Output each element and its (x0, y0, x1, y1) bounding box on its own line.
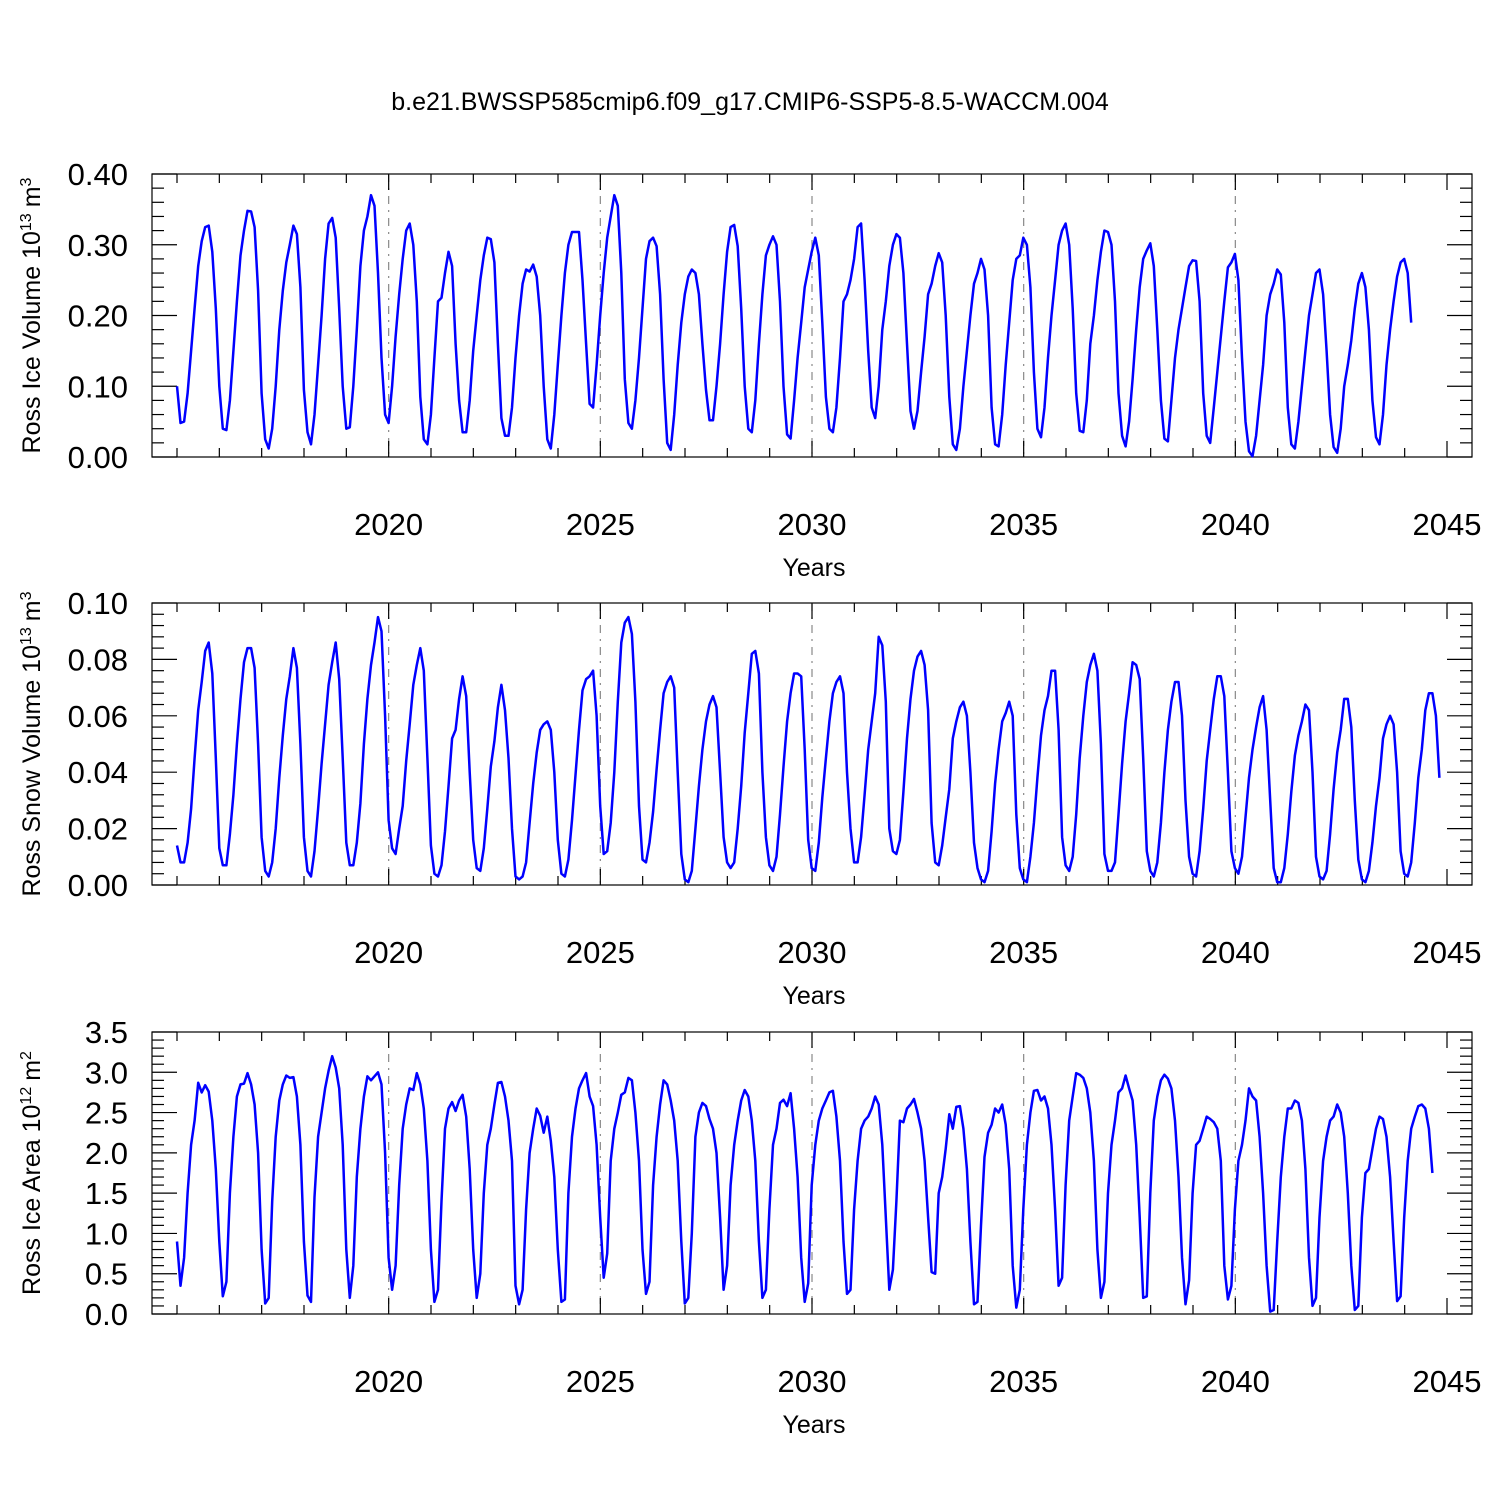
ice-area-x-axis-label: Years (782, 1411, 845, 1439)
snow-volume-y-tick-label: 0.02 (68, 812, 128, 847)
figure-title: b.e21.BWSSP585cmip6.f09_g17.CMIP6-SSP5-8… (391, 88, 1109, 116)
snow-volume-y-axis-label-unit: m (18, 600, 46, 621)
snow-volume-y-tick-label: 0.08 (68, 642, 128, 677)
snow-volume-y-axis-label-text: Ross Snow Volume 10 (18, 645, 46, 897)
snow-volume-x-tick-label: 2045 (1413, 935, 1482, 970)
ice-volume-x-tick-label: 2030 (778, 507, 847, 542)
ice-area-x-tick-label: 2025 (566, 1364, 635, 1399)
ice-volume-y-tick-label: 0.30 (68, 228, 128, 263)
ice-volume-y-axis-label-unit: m (18, 186, 46, 207)
ice-area-y-tick-label: 2.0 (85, 1136, 128, 1171)
snow-volume-x-tick-label: 2040 (1201, 935, 1270, 970)
ice-volume-y-tick-label: 0.10 (68, 369, 128, 404)
ice-volume-x-tick-label: 2025 (566, 507, 635, 542)
snow-volume-y-tick-label: 0.04 (68, 755, 128, 790)
ice-volume-series-line (175, 193, 1413, 458)
ice-area-y-tick-label: 1.0 (85, 1216, 128, 1251)
ice-area-x-tick-label: 2020 (354, 1364, 423, 1399)
snow-volume-x-tick-label: 2020 (354, 935, 423, 970)
ice-volume-x-tick-label: 2040 (1201, 507, 1270, 542)
ice-area-y-axis-label: Ross Ice Area 1012 m2 (18, 1051, 46, 1295)
ice-area-x-tick-label: 2030 (778, 1364, 847, 1399)
snow-volume-frame (151, 602, 1473, 886)
panel-snow-volume: 2020 2025 2030 2035 2040 2045 0.00 0.02 0.04 0.06… (18, 586, 1481, 1010)
snow-volume-series-line (175, 615, 1441, 884)
ice-volume-x-tick-label: 2020 (354, 507, 423, 542)
snow-volume-x-tick-label: 2035 (989, 935, 1058, 970)
ice-area-y-axis-label-exponent: 12 (18, 1087, 35, 1105)
ice-area-y-tick-label: 1.5 (85, 1176, 128, 1211)
ice-area-series-line (175, 1054, 1434, 1313)
ice-volume-y-tick-label: 0.00 (68, 440, 128, 475)
ice-volume-x-tick-label: 2035 (989, 507, 1058, 542)
ice-area-x-tick-label: 2040 (1201, 1364, 1270, 1399)
ice-area-y-axis-label-text: Ross Ice Area 10 (18, 1105, 46, 1295)
ice-area-y-tick-label: 0.0 (85, 1297, 128, 1332)
snow-volume-x-tick-label: 2030 (778, 935, 847, 970)
ice-volume-x-axis-label: Years (782, 554, 845, 582)
ice-area-y-tick-label: 2.5 (85, 1096, 128, 1131)
ice-volume-y-axis-label: Ross Ice Volume 1013 m3 (18, 177, 46, 453)
panel-ice-volume: 2020 2025 2030 2035 2040 2045 0.00 0.10 0.20 0.30… (18, 157, 1481, 582)
ice-volume-y-axis-label-exponent: 13 (18, 213, 35, 231)
snow-volume-y-axis-label-unit-exponent: 3 (18, 591, 35, 600)
ice-area-y-tick-label: 3.0 (85, 1055, 128, 1090)
snow-volume-y-tick-label: 0.10 (68, 586, 128, 621)
ice-area-y-tick-label: 3.5 (85, 1015, 128, 1050)
ice-area-y-tick-label: 0.5 (85, 1257, 128, 1292)
snow-volume-x-axis-label: Years (782, 982, 845, 1010)
ice-area-y-axis-label-unit: m (18, 1060, 46, 1081)
ice-volume-y-axis-label-text: Ross Ice Volume 10 (18, 231, 46, 453)
ice-volume-y-tick-label: 0.20 (68, 299, 128, 334)
ice-area-x-tick-label: 2045 (1413, 1364, 1482, 1399)
snow-volume-y-axis-label-exponent: 13 (18, 627, 35, 645)
ice-volume-y-tick-label: 0.40 (68, 157, 128, 192)
panel-ice-area: 2020 2025 2030 2035 2040 2045 0.0 0.5 1.0 1.5 2.0 2… (18, 1015, 1481, 1439)
snow-volume-y-axis-label: Ross Snow Volume 1013 m3 (18, 591, 46, 896)
snow-volume-y-tick-label: 0.06 (68, 699, 128, 734)
ice-volume-y-axis-label-unit-exponent: 3 (18, 177, 35, 186)
snow-volume-x-tick-label: 2025 (566, 935, 635, 970)
snow-volume-y-tick-label: 0.00 (68, 868, 128, 903)
ice-area-y-axis-label-unit-exponent: 2 (18, 1051, 35, 1060)
ice-volume-x-tick-label: 2045 (1413, 507, 1482, 542)
ice-area-x-tick-label: 2035 (989, 1364, 1058, 1399)
